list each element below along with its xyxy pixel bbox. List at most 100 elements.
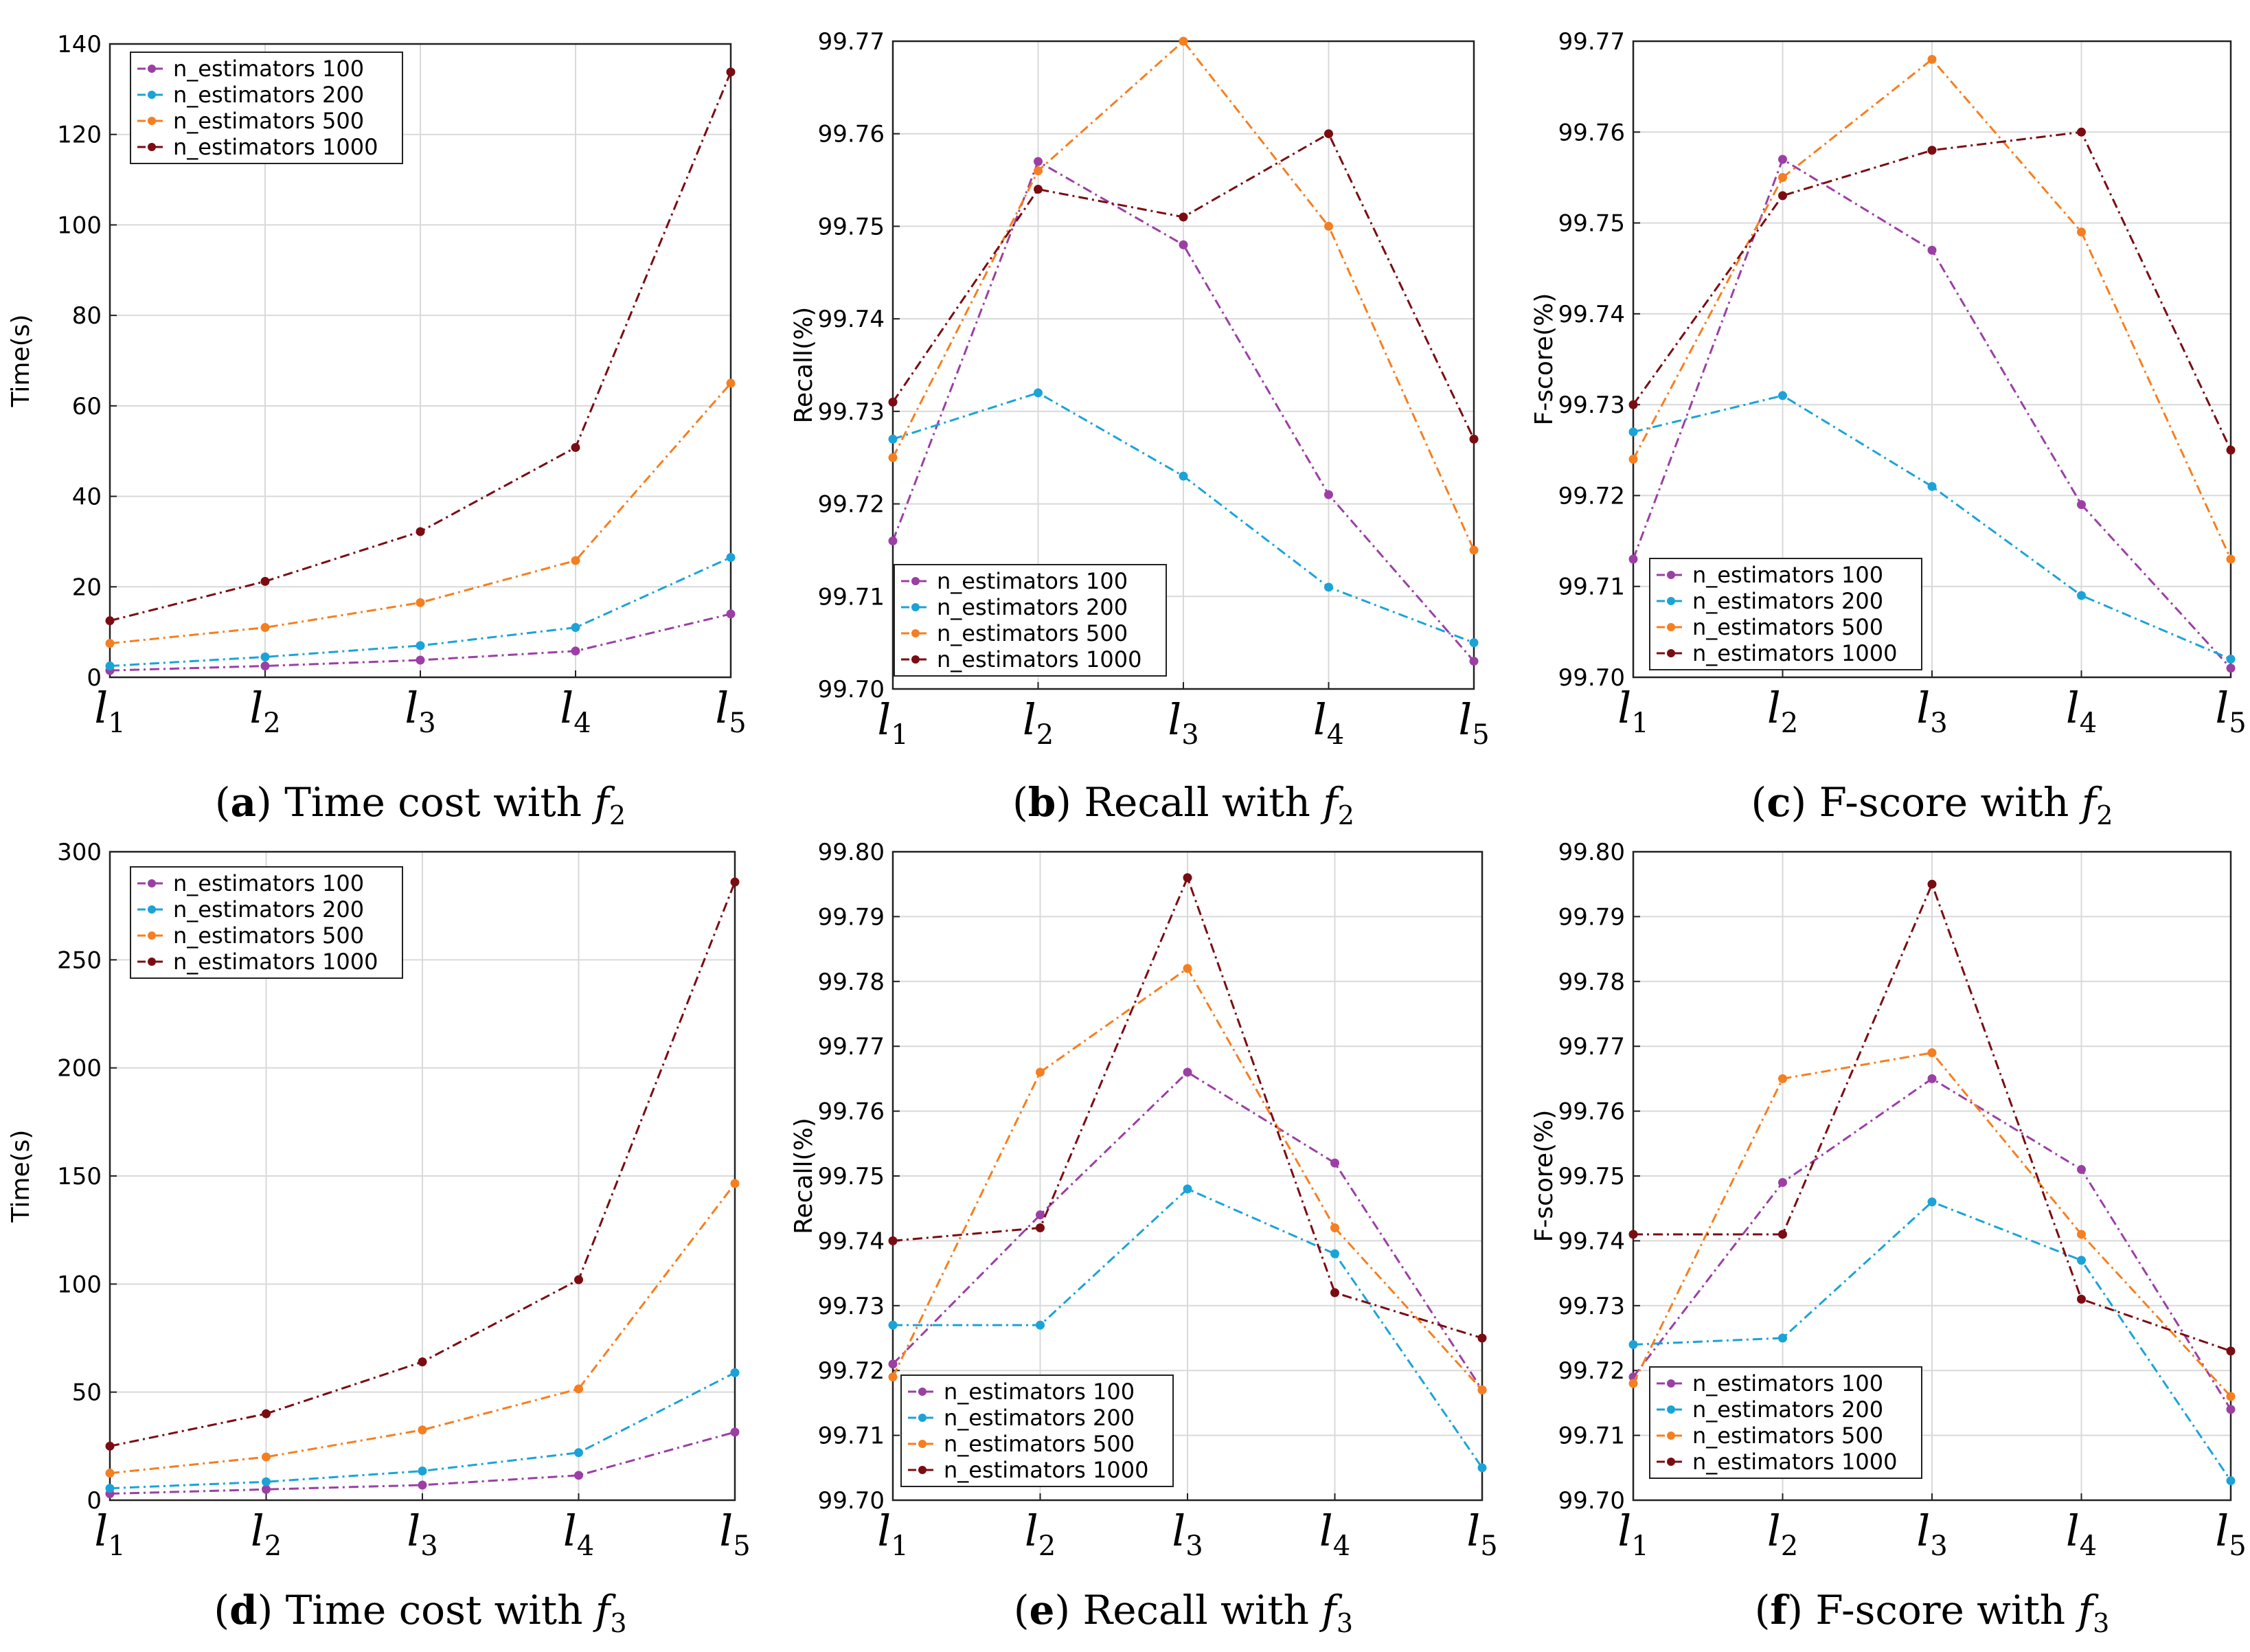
data-point [1778, 172, 1787, 182]
data-point [416, 527, 425, 536]
x-tick-label: l4 [1313, 694, 1344, 751]
legend-entry-label: n_estimators 200 [1692, 1396, 1883, 1423]
legend-swatch-marker [148, 91, 156, 99]
chart-panel-b: 99.70 99.71 99.72 99.73 99.74 99.75 99.76 99.77… [790, 28, 1490, 830]
y-axis-label: Recall(%) [790, 1118, 818, 1234]
y-tick-label: 99.72 [1558, 1357, 1625, 1385]
y-tick-label: 99.77 [1558, 1033, 1625, 1061]
legend-swatch-marker [1667, 571, 1675, 579]
data-point [1179, 471, 1188, 481]
legend-entry-label: n_estimators 500 [173, 923, 364, 949]
data-point [1778, 155, 1787, 164]
data-point [262, 1409, 271, 1418]
data-point [1628, 1230, 1638, 1239]
legend-entry-label: n_estimators 1000 [1692, 640, 1897, 666]
data-point [416, 598, 425, 607]
legend-box [1649, 558, 1922, 670]
y-tick-label: 99.73 [1558, 1293, 1625, 1320]
legend-swatch-marker [148, 879, 156, 887]
y-tick-label: 99.75 [818, 1163, 885, 1190]
data-point [1330, 1288, 1339, 1298]
legend-swatch-marker [148, 931, 156, 940]
y-tick-label: 99.72 [818, 491, 885, 519]
series-n_estimators-1000 [105, 877, 740, 1451]
data-point [1778, 1333, 1787, 1343]
y-tick-label: 99.75 [1558, 1163, 1625, 1190]
data-point [2226, 1392, 2236, 1401]
y-tick-label: 99.74 [1558, 1227, 1625, 1255]
legend-entry-label: n_estimators 100 [1692, 562, 1883, 588]
x-tick-label: l2 [251, 1506, 282, 1562]
legend-swatch-marker [911, 655, 920, 664]
x-tick-label: l2 [1023, 694, 1054, 751]
y-tick-label: 99.80 [818, 839, 885, 866]
data-point [571, 442, 580, 452]
data-point [571, 623, 580, 633]
series-n_estimators-200 [1628, 391, 2236, 664]
data-point [1778, 391, 1787, 400]
data-point [2077, 500, 2086, 510]
data-point [1034, 388, 1043, 398]
legend-entry-label: n_estimators 100 [173, 870, 364, 896]
data-point [730, 1427, 740, 1437]
data-point [105, 1469, 115, 1478]
data-point [1034, 157, 1043, 166]
data-point [1628, 1379, 1638, 1388]
x-tick-label: l5 [1466, 1506, 1497, 1562]
chart-panel-c: 99.70 99.71 99.72 99.73 99.74 99.75 99.76 99.77… [1530, 28, 2247, 830]
data-point [262, 1477, 271, 1486]
data-point [2077, 1165, 2086, 1175]
x-tick-label: l4 [2066, 1506, 2097, 1562]
chart-panel-e: 99.70 99.71 99.72 99.73 99.74 99.75 99.76 99.77… [790, 839, 1498, 1638]
legend-swatch-marker [1667, 1379, 1675, 1388]
data-point [1469, 638, 1479, 648]
legend-swatch-marker [918, 1440, 927, 1448]
legend-box [894, 564, 1167, 677]
data-point [730, 1179, 740, 1188]
data-point [726, 552, 736, 562]
y-tick-label: 99.76 [818, 121, 885, 148]
series-n_estimators-200 [888, 1184, 1487, 1473]
data-point [1628, 1339, 1638, 1349]
legend-entry-label: n_estimators 500 [944, 1431, 1135, 1457]
x-tick-label: l3 [1916, 683, 1947, 739]
legend-entry-label: n_estimators 200 [173, 896, 364, 923]
data-point [2077, 1256, 2086, 1265]
x-tick-label: l4 [2066, 683, 2097, 739]
legend-swatch-marker [148, 958, 156, 966]
legend-swatch-marker [148, 117, 156, 125]
data-point [1036, 1320, 1045, 1330]
legend-entry-label: n_estimators 1000 [173, 949, 378, 975]
data-point [2226, 664, 2236, 673]
y-tick-label: 99.73 [818, 398, 885, 426]
y-tick-label: 99.71 [818, 583, 885, 611]
series-line [1632, 58, 2232, 560]
data-point [1183, 964, 1192, 973]
chart-panel-f: 99.70 99.71 99.72 99.73 99.74 99.75 99.76 99.77… [1530, 839, 2247, 1638]
legend-entry-label: n_estimators 100 [937, 568, 1128, 594]
series-line [891, 39, 1475, 551]
x-tick-label: l5 [2215, 683, 2246, 739]
data-point [1324, 221, 1333, 231]
series-n_estimators-500 [105, 1179, 740, 1478]
data-point [1927, 146, 1937, 155]
legend-box [900, 1374, 1174, 1487]
x-tick-label: l2 [1767, 683, 1798, 739]
data-point [1036, 1067, 1045, 1077]
data-point [2077, 1294, 2086, 1304]
data-point [1778, 1074, 1787, 1083]
x-tick-label: l1 [94, 1506, 125, 1562]
data-point [262, 1452, 271, 1462]
data-point [1036, 1210, 1045, 1220]
legend-swatch-marker [1667, 597, 1675, 605]
legend-swatch-marker [918, 1388, 927, 1396]
data-point [1179, 212, 1188, 222]
legend-entry-label: n_estimators 100 [173, 56, 364, 82]
data-point [2077, 591, 2086, 600]
data-point [1778, 1177, 1787, 1187]
y-tick-label: 99.74 [818, 306, 885, 333]
y-tick-label: 99.75 [1558, 210, 1625, 238]
y-tick-label: 99.77 [818, 28, 885, 56]
data-point [2226, 1476, 2236, 1486]
